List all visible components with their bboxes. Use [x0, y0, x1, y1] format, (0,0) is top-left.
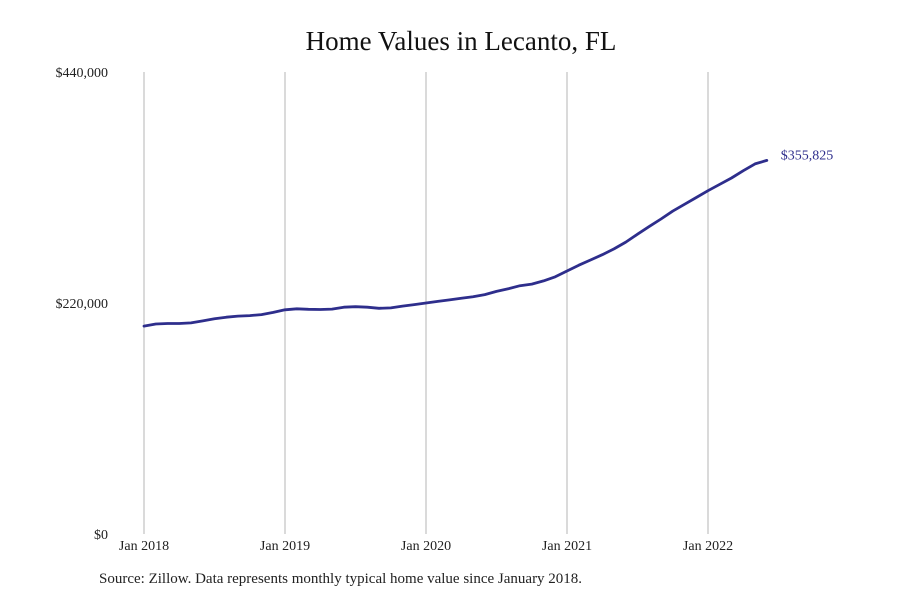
y-tick-label: $0 — [94, 528, 108, 543]
end-value-label: $355,825 — [781, 148, 834, 163]
x-tick-label: Jan 2019 — [260, 539, 310, 554]
series-layer — [142, 158, 769, 328]
data-labels: $355,825 — [781, 148, 834, 163]
x-axis-tick-labels: Jan 2018 Jan 2019 Jan 2020 Jan 2021 Jan 2022 — [119, 539, 733, 554]
y-axis-tick-labels: $0 $220,000 $440,000 — [56, 66, 109, 543]
x-tick-label: Jan 2021 — [542, 539, 592, 554]
y-tick-label: $440,000 — [56, 66, 109, 81]
chart-title: Home Values in Lecanto, FL — [305, 26, 617, 56]
source-note: Source: Zillow. Data represents monthly … — [99, 571, 583, 587]
x-tick-label: Jan 2018 — [119, 539, 169, 554]
x-tick-label: Jan 2020 — [401, 539, 451, 554]
y-tick-label: $220,000 — [56, 297, 109, 312]
series-line — [142, 158, 769, 328]
x-tick-label: Jan 2022 — [683, 539, 733, 554]
